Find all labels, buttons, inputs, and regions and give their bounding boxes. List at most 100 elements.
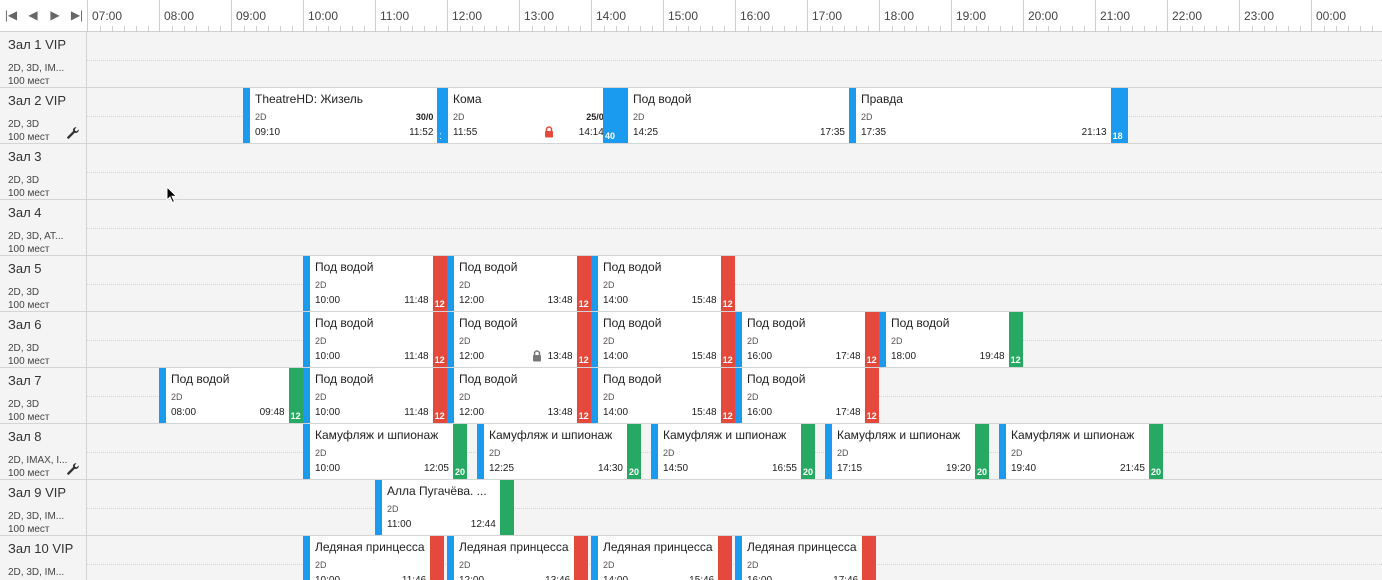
row-divider [87, 508, 1382, 509]
session-title: Ледяная принцесса [747, 540, 857, 554]
session-title: Под водой [633, 92, 692, 106]
wrench-icon[interactable] [66, 126, 80, 140]
session-start-time: 14:50 [663, 463, 689, 474]
session-format: 2D [663, 448, 675, 458]
minute-tick [268, 26, 269, 31]
session-card[interactable]: Алла Пугачёва. ... 2D 11:00 12:44 [375, 480, 501, 535]
minute-tick [256, 26, 257, 31]
session-card[interactable]: Под водой 2D 12:00 13:48 [447, 312, 578, 367]
session-card[interactable]: Под водой 2D 14:00 15:48 [591, 312, 722, 367]
room-seats: 100 мест [8, 356, 50, 367]
session-start-time: 14:00 [603, 351, 629, 362]
room-cell[interactable]: Зал 1 VIP 2D, 3D, IM... 100 мест [0, 32, 87, 87]
session-card[interactable]: Под водой 2D 18:00 19:48 [879, 312, 1010, 367]
session-end-time: 17:48 [835, 407, 861, 418]
session-card[interactable]: Камуфляж и шпионаж 2D 10:00 12:05 [303, 424, 454, 479]
hour-cell: 14:00 [591, 0, 664, 31]
session-card[interactable]: Ледяная принцесса 2D 10:00 11:46 [303, 536, 432, 580]
session-card[interactable]: Под водой 2D 16:00 17:48 [735, 368, 866, 423]
age-rating-label: 20 [1151, 467, 1162, 477]
session-end-time: 13:46 [545, 575, 570, 580]
minute-tick [436, 26, 437, 31]
session-card[interactable]: Под водой 2D 14:25 17:35 [621, 88, 850, 143]
session-format: 2D [747, 560, 759, 570]
age-rating-badge: 12 [432, 368, 447, 423]
room-cell[interactable]: Зал 5 2D, 3D 100 мест [0, 256, 87, 311]
minute-tick [1372, 26, 1373, 31]
room-cell[interactable]: Зал 7 2D, 3D 100 мест [0, 368, 87, 423]
age-rating-badge: 12 [574, 536, 589, 580]
session-card[interactable]: Камуфляж и шпионаж 2D 14:50 16:55 [651, 424, 802, 479]
hour-cell: 20:00 [1023, 0, 1096, 31]
session-card[interactable]: Под водой 2D 10:00 11:48 [303, 312, 434, 367]
session-card[interactable]: Правда 2D 17:35 21:13 [849, 88, 1112, 143]
first-page-button[interactable]: |◀ [4, 8, 18, 22]
age-rating-label: 12 [1010, 355, 1021, 365]
minute-tick [868, 26, 869, 31]
room-seats: 100 мест [8, 412, 50, 423]
session-card[interactable]: Под водой 2D 10:00 11:48 [303, 368, 434, 423]
age-rating-badge: 12 [576, 256, 591, 311]
minute-tick [604, 26, 605, 31]
minute-tick [292, 26, 293, 31]
room-cell[interactable]: Зал 3 2D, 3D 100 мест [0, 144, 87, 199]
minute-tick [412, 26, 413, 31]
last-page-button[interactable]: ▶| [70, 8, 84, 22]
room-cell[interactable]: Зал 9 VIP 2D, 3D, IM... 100 мест [0, 480, 87, 535]
minute-tick [760, 26, 761, 31]
session-stripe [591, 312, 598, 367]
room-cell[interactable]: Зал 2 VIP 2D, 3D 100 мест [0, 88, 87, 143]
minute-tick [136, 26, 137, 31]
session-card[interactable]: Под водой 2D 10:00 11:48 [303, 256, 434, 311]
next-page-button[interactable]: ▶ [50, 8, 60, 22]
session-title: Под водой [459, 372, 518, 386]
room-timeline: Под водой 2D 10:00 11:48 12 Под водой 2D 12:00 1… [87, 312, 1382, 367]
session-card[interactable]: Под водой 2D 14:00 15:48 [591, 368, 722, 423]
room-row: Зал 1 VIP 2D, 3D, IM... 100 мест [0, 32, 1382, 88]
minute-tick [796, 26, 797, 31]
wrench-icon[interactable] [66, 462, 80, 476]
minute-tick [1108, 26, 1109, 31]
minute-tick [1132, 26, 1133, 31]
session-format: 2D [603, 336, 615, 346]
minute-tick [1180, 26, 1181, 31]
session-format: 2D [489, 448, 501, 458]
age-rating-badge [499, 480, 514, 535]
session-end-time: 11:46 [402, 575, 426, 580]
prev-page-button[interactable]: ◀ [28, 8, 38, 22]
session-card[interactable]: Ледяная принцесса 2D 16:00 17:46 [735, 536, 864, 580]
session-card[interactable]: Камуфляж и шпионаж 2D 19:40 21:45 [999, 424, 1150, 479]
session-card[interactable]: Камуфляж и шпионаж 2D 17:15 19:20 [825, 424, 976, 479]
session-card[interactable]: Под водой 2D 08:00 09:48 [159, 368, 290, 423]
session-card[interactable]: Под водой 2D 12:00 13:48 [447, 256, 578, 311]
session-card[interactable]: Ледяная принцесса 2D 14:00 15:46 [591, 536, 720, 580]
room-cell[interactable]: Зал 6 2D, 3D 100 мест [0, 312, 87, 367]
minute-tick [1000, 26, 1001, 31]
session-end-time: 11:48 [404, 407, 429, 418]
minute-tick [1288, 26, 1289, 31]
session-start-time: 16:00 [747, 407, 773, 418]
minute-tick [820, 26, 821, 31]
session-card[interactable]: Камуфляж и шпионаж 2D 12:25 14:30 [477, 424, 628, 479]
hour-label: 19:00 [956, 9, 987, 23]
minute-tick [964, 26, 965, 31]
age-rating-badge: 20 [975, 424, 989, 479]
minute-tick [1360, 26, 1361, 31]
session-card[interactable]: Ледяная принцесса 2D 12:00 13:46 [447, 536, 576, 580]
session-title: Под водой [459, 260, 518, 274]
room-cell[interactable]: Зал 4 2D, 3D, AT... 100 мест [0, 200, 87, 255]
session-title: Кома [453, 92, 482, 106]
row-divider [87, 60, 1382, 61]
session-card[interactable]: Под водой 2D 12:00 13:48 [447, 368, 578, 423]
session-card[interactable]: Под водой 2D 14:00 15:48 [591, 256, 722, 311]
minute-tick [112, 26, 113, 31]
session-card[interactable]: Кома 25/0 2D 11:55 14:14 [441, 88, 609, 143]
session-card[interactable]: TheatreHD: Жизель 30/0 2D 09:10 11:52 [243, 88, 439, 143]
room-cell[interactable]: Зал 8 2D, IMAX, I... 100 мест [0, 424, 87, 479]
session-stripe [477, 424, 484, 479]
room-formats: 2D, 3D, IM... [8, 567, 65, 578]
session-card[interactable]: Под водой 2D 16:00 17:48 [735, 312, 866, 367]
session-end-time: 13:48 [547, 351, 573, 362]
session-format: 2D [459, 280, 471, 290]
